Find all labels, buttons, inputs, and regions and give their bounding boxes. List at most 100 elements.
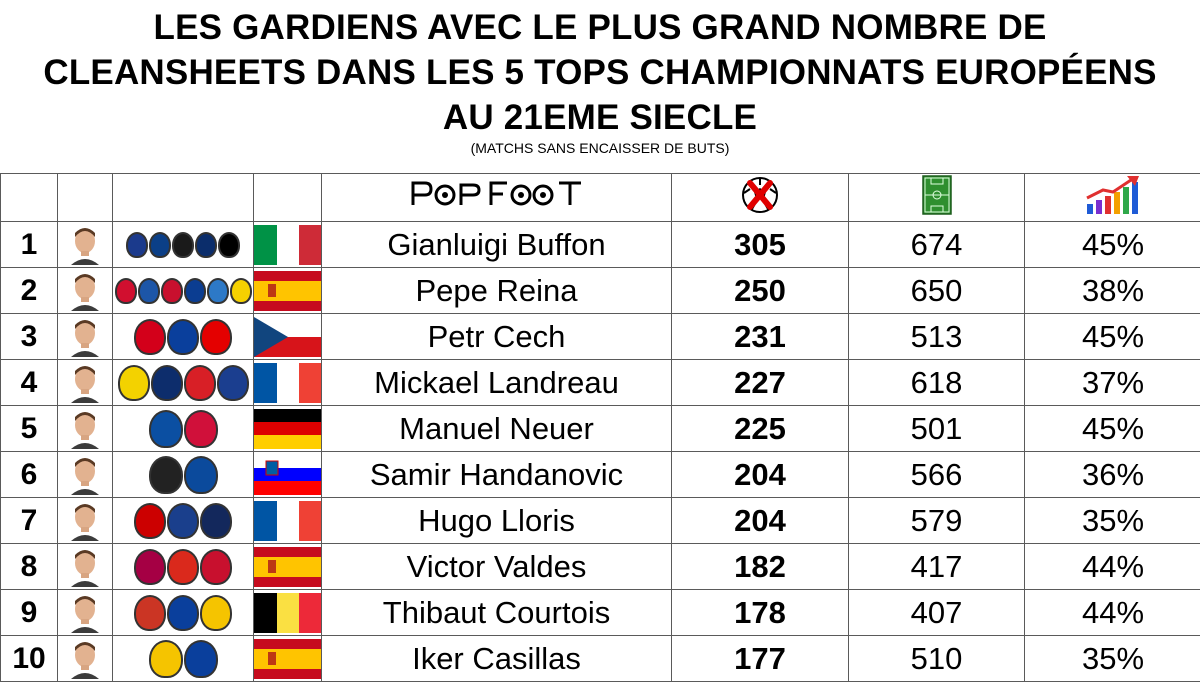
club-crest-icon [184,410,218,448]
club-crests [149,456,218,494]
clubs-cell [113,452,254,498]
club-crest-icon [184,640,218,678]
no-goal-ball-icon [738,175,782,215]
percentage-value: 44% [1025,544,1200,590]
cleansheets-value: 178 [672,590,849,636]
player-avatar [69,374,101,391]
matches-value: 501 [849,406,1025,452]
club-crest-icon [200,595,232,631]
player-avatar [69,236,101,253]
rank-cell: 5 [1,406,58,452]
club-crest-icon [200,503,232,539]
matches-value: 566 [849,452,1025,498]
flag-es-icon [254,547,321,587]
subtitle: (MATCHS SANS ENCAISSER DE BUTS) [0,140,1200,156]
player-photo-cell [58,498,113,544]
player-name: Victor Valdes [322,544,672,590]
header-rank-cell [1,174,58,222]
clubs-cell [113,498,254,544]
club-crests [134,319,232,355]
club-crest-icon [167,549,199,585]
matches-value: 417 [849,544,1025,590]
flag-fr-icon [254,363,321,403]
club-crests [134,549,232,585]
player-avatar [69,466,101,483]
club-crest-icon [134,549,166,585]
flag-cell [254,222,322,268]
flag-cell [254,360,322,406]
rank-cell: 2 [1,268,58,314]
matches-value: 579 [849,498,1025,544]
player-avatar [69,512,101,529]
club-crest-icon [184,278,206,304]
cleansheets-value: 231 [672,314,849,360]
header-flag-cell [254,174,322,222]
clubs-cell [113,544,254,590]
club-crest-icon [118,365,150,401]
percentage-value: 37% [1025,360,1200,406]
club-crest-icon [126,232,148,258]
title-line-2: CLEANSHEETS DANS LES 5 TOPS CHAMPIONNATS… [0,50,1200,95]
club-crest-icon [134,503,166,539]
club-crest-icon [200,549,232,585]
flag-de-icon [254,409,321,449]
cleansheets-value: 204 [672,498,849,544]
player-avatar [69,604,101,621]
club-crest-icon [138,278,160,304]
title-line-3: AU 21EME SIECLE [0,95,1200,140]
matches-value: 513 [849,314,1025,360]
flag-si-icon [254,455,321,495]
matches-value: 618 [849,360,1025,406]
header-matches-cell [849,174,1025,222]
matches-value: 650 [849,268,1025,314]
club-crests [126,232,240,258]
header-pct-cell [1025,174,1200,222]
player-photo-cell [58,406,113,452]
club-crest-icon [167,503,199,539]
cleansheets-value: 204 [672,452,849,498]
clubs-cell [113,222,254,268]
header-brand-cell [322,174,672,222]
clubs-cell [113,314,254,360]
player-avatar [69,328,101,345]
player-photo-cell [58,222,113,268]
flag-be-icon [254,593,321,633]
flag-cell [254,268,322,314]
clubs-cell [113,590,254,636]
matches-value: 407 [849,590,1025,636]
clubs-cell [113,406,254,452]
club-crest-icon [167,319,199,355]
rank-cell: 3 [1,314,58,360]
popfoot-logo-icon [409,179,585,209]
rank-cell: 9 [1,590,58,636]
percentage-value: 45% [1025,222,1200,268]
clubs-cell [113,360,254,406]
cleansheets-value: 305 [672,222,849,268]
player-avatar [69,282,101,299]
rank-cell: 4 [1,360,58,406]
rank-cell: 1 [1,222,58,268]
flag-fr-icon [254,501,321,541]
player-avatar [69,650,101,667]
player-avatar [69,558,101,575]
rank-cell: 6 [1,452,58,498]
club-crest-icon [184,456,218,494]
flag-cell [254,544,322,590]
player-name: Hugo Lloris [322,498,672,544]
header-clubs-cell [113,174,254,222]
club-crest-icon [161,278,183,304]
flag-cell [254,590,322,636]
football-pitch-icon [922,175,952,215]
club-crest-icon [149,232,171,258]
player-photo-cell [58,268,113,314]
player-name: Mickael Landreau [322,360,672,406]
club-crests [149,410,218,448]
percentage-value: 38% [1025,268,1200,314]
